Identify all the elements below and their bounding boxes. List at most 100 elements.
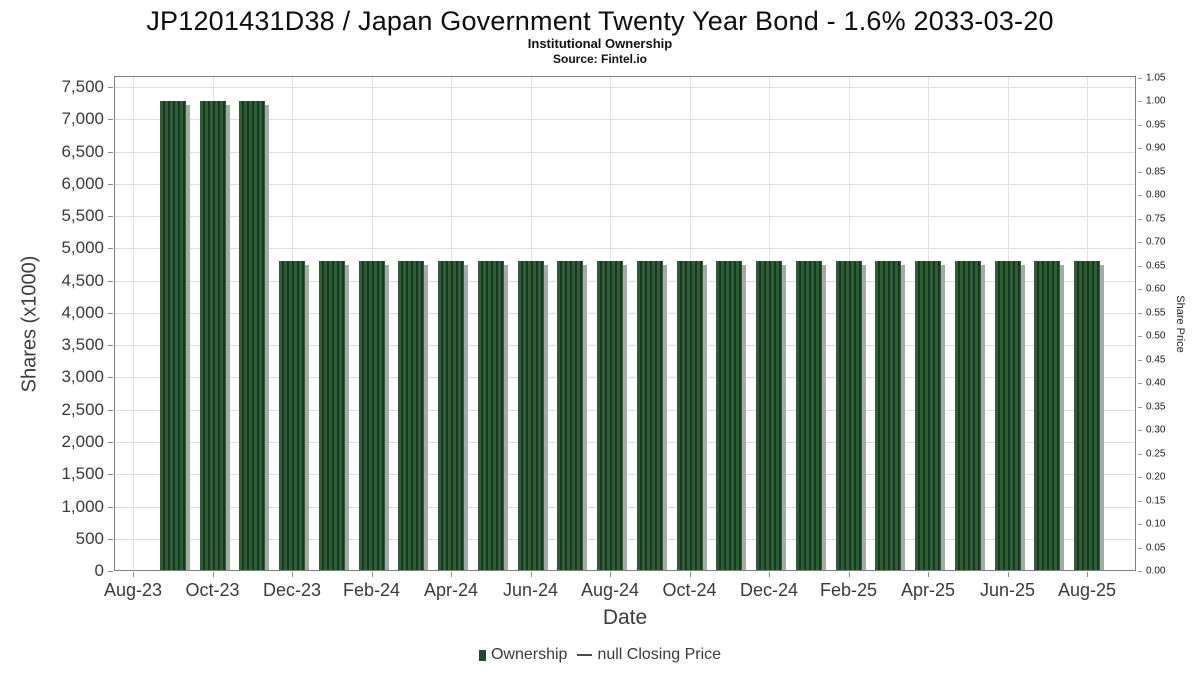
x-axis-tick-label: Aug-25 (1057, 580, 1117, 600)
x-axis-tick (1087, 572, 1088, 577)
legend-label-closing-price: null Closing Price (597, 646, 722, 663)
y-axis-tick-label: 6,000 (61, 173, 104, 193)
x-axis-tick-label: Oct-24 (662, 580, 717, 600)
y-axis-right-tick-label: 1.00 (1146, 95, 1166, 107)
y-axis-tick (108, 409, 113, 411)
y-axis-right-tick-label: 0.95 (1146, 119, 1166, 131)
y-axis-tick (108, 345, 113, 347)
x-axis-tick (212, 572, 214, 577)
bar (159, 101, 186, 571)
x-axis-tick (133, 572, 134, 577)
bar (636, 261, 663, 571)
bar (756, 261, 782, 571)
x-axis-tick (451, 572, 452, 577)
x-axis-title: Date (602, 606, 648, 629)
x-axis-tick-label: Apr-25 (900, 580, 956, 600)
y-axis-right-tick-label: 0.80 (1146, 189, 1166, 201)
y-axis-right-tick-label: 0.25 (1146, 448, 1166, 460)
bar (517, 261, 544, 571)
y-axis-right-tick-label: 0.40 (1146, 377, 1166, 389)
y-axis-tick-label: 3,000 (61, 367, 104, 387)
y-axis-tick (108, 377, 113, 379)
y-axis-right-tick (1138, 218, 1142, 220)
y-axis-right-tick-label: 0.65 (1146, 260, 1166, 272)
y-axis-right-tick (1138, 124, 1142, 126)
y-axis-tick-label: 6,500 (61, 141, 104, 161)
legend-item-ownership: Ownership (478, 646, 567, 664)
y-axis-tick-label: 4,500 (61, 270, 104, 290)
legend-item-closing-price: null Closing Price (577, 646, 721, 664)
y-axis-right-tick-label: 0.60 (1146, 283, 1166, 295)
x-axis-tick-label: Feb-25 (819, 580, 878, 600)
y-axis-right-tick-label: 0.30 (1146, 424, 1166, 436)
y-axis-right-title: Share Price (1174, 294, 1186, 353)
bar (795, 261, 822, 571)
y-axis-right-tick-label: 0.15 (1146, 495, 1166, 507)
y-axis-tick (108, 474, 113, 476)
y-axis-right-tick-label: 0.35 (1146, 401, 1166, 413)
h-gridline (114, 183, 1136, 185)
x-axis-tick (292, 572, 293, 577)
h-gridline (114, 151, 1136, 153)
bar (279, 261, 305, 571)
y-axis-tick (108, 87, 113, 88)
bar (318, 261, 345, 571)
x-axis-tick (848, 572, 850, 577)
legend: Ownership null Closing Price (0, 646, 1200, 664)
y-axis-right-tick-label: 0.45 (1146, 354, 1166, 366)
y-axis-tick-label: 3,500 (61, 335, 104, 355)
y-axis-tick-label: 2,000 (61, 431, 104, 451)
y-axis-right-tick-label: 0.10 (1146, 518, 1166, 530)
y-axis-right-tick (1138, 289, 1142, 291)
y-axis-tick-label: 0 (94, 561, 104, 580)
y-axis-right-tick (1138, 195, 1142, 197)
x-axis-tick-label: Oct-23 (185, 580, 240, 600)
x-axis-tick-label: Feb-24 (342, 580, 401, 600)
bar (199, 101, 226, 571)
y-axis-right-tick-label: 0.85 (1146, 166, 1166, 178)
y-axis-right-tick-label: 0.00 (1146, 565, 1166, 577)
chart-title: JP1201431D38 / Japan Government Twenty Y… (146, 6, 1054, 36)
y-axis-tick (108, 571, 113, 572)
y-axis-right-tick-label: 0.90 (1146, 142, 1166, 154)
y-axis-right-tick-label: 0.50 (1146, 330, 1166, 342)
y-axis-right-tick (1138, 359, 1142, 361)
y-axis-right-tick (1138, 406, 1142, 408)
bar (716, 261, 743, 571)
x-axis-tick-label: Jun-24 (502, 580, 559, 600)
bar (597, 261, 623, 571)
bar (358, 261, 385, 571)
y-axis-tick-label: 1,500 (61, 464, 104, 484)
ownership-square-marker-icon (478, 649, 486, 661)
y-axis-right-tick-label: 1.05 (1146, 72, 1166, 84)
y-axis-tick (108, 312, 113, 314)
bar (835, 261, 862, 571)
y-axis-right-tick (1138, 101, 1142, 103)
y-axis-right-tick-label: 0.70 (1146, 236, 1166, 248)
bar (954, 261, 981, 571)
y-axis-tick-label: 5,500 (61, 206, 104, 225)
bar (239, 101, 266, 571)
bar (1034, 261, 1061, 571)
h-gridline (114, 119, 1136, 121)
y-axis-right-tick (1138, 477, 1142, 479)
x-axis-tick-label: Dec-24 (739, 580, 799, 600)
y-axis-tick-label: 1,000 (61, 496, 104, 516)
x-axis-tick (689, 572, 691, 577)
y-axis-right-tick (1138, 383, 1142, 385)
y-axis-tick-label: 5,000 (61, 238, 104, 258)
y-axis-right-tick (1138, 312, 1142, 314)
y-axis-tick (108, 538, 113, 540)
y-axis-right-tick (1138, 430, 1142, 432)
y-axis-tick (108, 248, 113, 250)
y-axis-tick-label: 7,000 (61, 109, 104, 129)
bar (1074, 261, 1100, 571)
bar (438, 261, 464, 571)
y-axis-tick-label: 7,500 (61, 77, 104, 96)
x-axis-tick (530, 572, 532, 577)
x-axis-tick (928, 572, 929, 577)
y-axis-tick-label: 500 (75, 528, 104, 548)
closing-price-dash-marker-icon (577, 654, 593, 656)
y-axis-right-tick (1138, 500, 1142, 502)
